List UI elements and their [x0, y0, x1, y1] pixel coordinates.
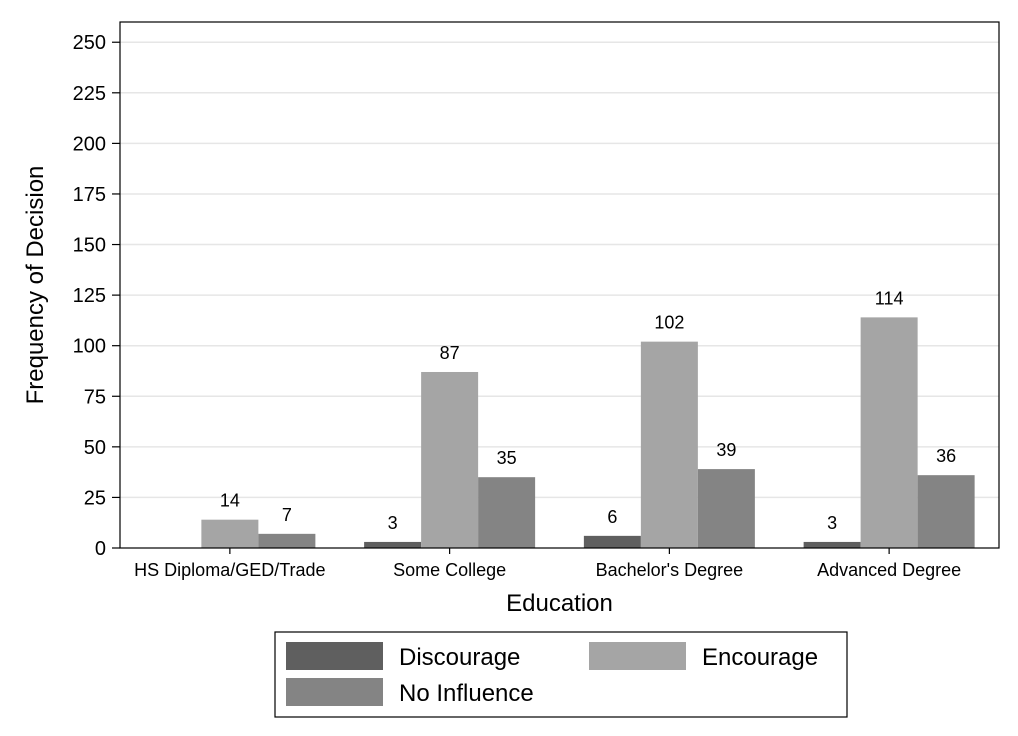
- bar-encourage: [860, 317, 918, 548]
- y-axis: 0 25 50 75 100 125 150 175 200 225 250: [73, 32, 120, 560]
- y-tick-label: 25: [84, 487, 106, 509]
- x-category-label: HS Diploma/GED/Trade: [134, 560, 325, 580]
- y-tick-label: 100: [73, 336, 106, 358]
- bars: [201, 317, 975, 548]
- legend-swatch: [589, 642, 686, 670]
- legend-swatch: [286, 642, 383, 670]
- data-label: 36: [936, 446, 956, 466]
- y-tick-label: 250: [73, 32, 106, 54]
- data-label: 35: [497, 448, 517, 468]
- y-tick-label: 200: [73, 133, 106, 155]
- bar-discourage: [583, 535, 641, 548]
- x-category-label: Advanced Degree: [817, 560, 961, 580]
- data-label: 6: [607, 507, 617, 527]
- x-category-label: Bachelor's Degree: [596, 560, 744, 580]
- x-category-label: Some College: [393, 560, 506, 580]
- data-label: 3: [388, 513, 398, 533]
- y-tick-label: 75: [84, 386, 106, 408]
- data-label: 7: [282, 505, 292, 525]
- x-axis-title: Education: [506, 590, 613, 617]
- bar-no-influence: [258, 533, 316, 548]
- data-label: 39: [716, 440, 736, 460]
- y-tick-label: 50: [84, 437, 106, 459]
- gridlines: [120, 41, 999, 499]
- y-tick-label: 225: [73, 83, 106, 105]
- y-axis-title: Frequency of Decision: [22, 166, 49, 405]
- data-label: 14: [220, 491, 240, 511]
- bar-no-influence: [697, 469, 755, 548]
- plot-frame: [119, 21, 1000, 549]
- legend-label: Discourage: [399, 644, 520, 671]
- bar-discourage: [803, 541, 861, 548]
- y-tick-label: 175: [73, 184, 106, 206]
- data-label: 3: [827, 513, 837, 533]
- data-label: 87: [440, 343, 460, 363]
- data-labels: 14 7 3 87 35 6 102 39 3 114 36: [220, 288, 956, 533]
- bar-encourage: [640, 341, 698, 548]
- bar-discourage: [364, 541, 422, 548]
- bar-no-influence: [917, 475, 975, 548]
- legend-swatch: [286, 678, 383, 706]
- x-axis: HS Diploma/GED/Trade Some College Bachelor…: [134, 548, 961, 580]
- legend-label: Encourage: [702, 644, 818, 671]
- data-label: 102: [654, 313, 684, 333]
- y-tick-label: 0: [95, 538, 106, 560]
- y-tick-label: 125: [73, 285, 106, 307]
- bar-no-influence: [478, 477, 536, 548]
- data-label: 114: [875, 288, 904, 308]
- bar-encourage: [201, 519, 259, 548]
- legend-label: No Influence: [399, 680, 534, 707]
- y-tick-label: 150: [73, 235, 106, 257]
- legend: Discourage Encourage No Influence: [274, 631, 848, 718]
- bar-encourage: [421, 371, 479, 548]
